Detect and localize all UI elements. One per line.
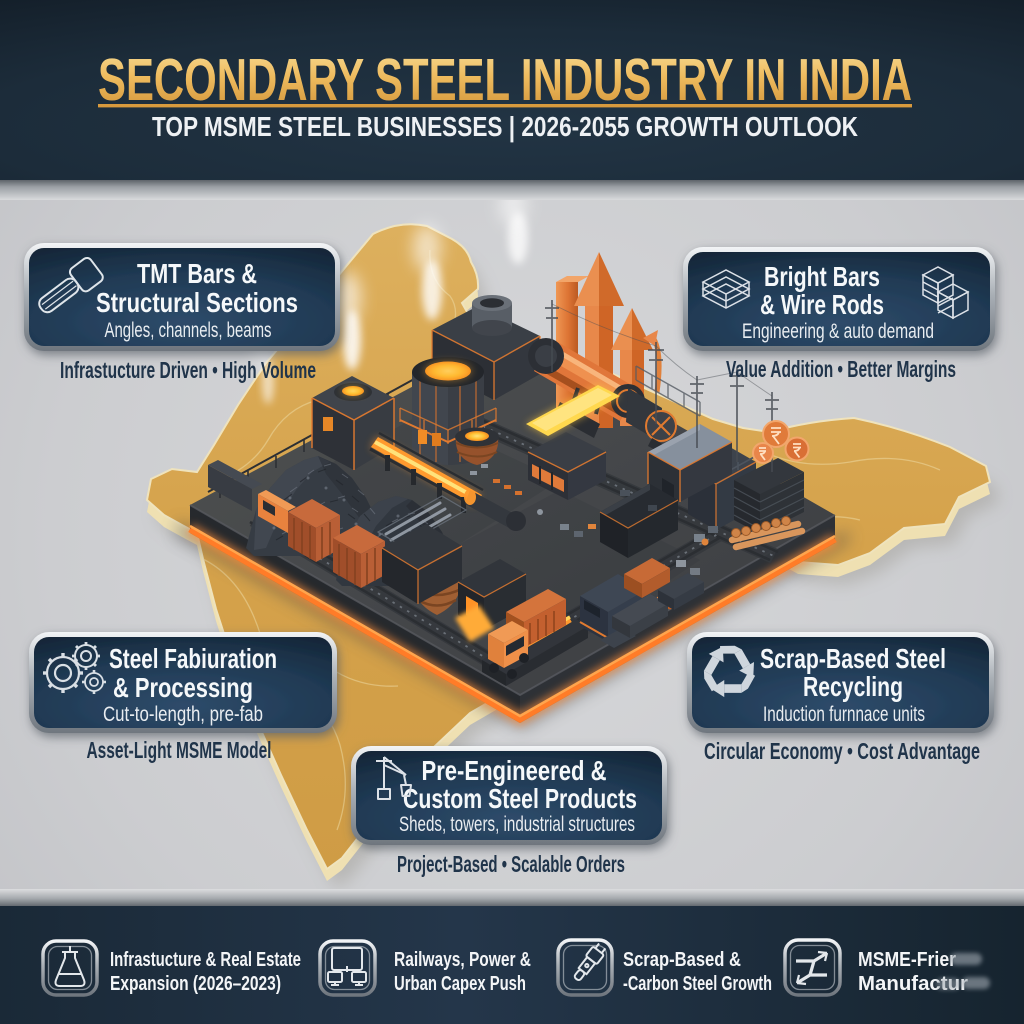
svg-text:TOP MSME STEEL BUSINESSES | 20: TOP MSME STEEL BUSINESSES | 2026-2055 GR… <box>152 111 858 142</box>
svg-text:Railways, Power &: Railways, Power & <box>394 949 531 971</box>
svg-text:& Processing: & Processing <box>113 672 253 703</box>
svg-text:Circular Economy • Cost Advant: Circular Economy • Cost Advantage <box>704 738 980 764</box>
svg-text:Infrastucture & Real Estate: Infrastucture & Real Estate <box>110 949 301 971</box>
svg-text:Infrastucture Driven • High Vo: Infrastucture Driven • High Volume <box>60 357 316 383</box>
svg-text:Project-Based • Scalable Order: Project-Based • Scalable Orders <box>397 851 625 877</box>
svg-text:Scrap-Based Steel: Scrap-Based Steel <box>760 643 946 674</box>
svg-text:SECONDARY STEEL INDUSTRY IN IN: SECONDARY STEEL INDUSTRY IN INDIA <box>98 47 912 113</box>
svg-text:Custom Steel Products: Custom Steel Products <box>403 783 637 814</box>
svg-text:Value Addition • Better Margin: Value Addition • Better Margins <box>726 356 956 382</box>
svg-text:& Wire Rods: & Wire Rods <box>760 289 884 320</box>
svg-text:Pre-Engineered &: Pre-Engineered & <box>422 755 607 786</box>
svg-text:Scrap-Based &: Scrap-Based & <box>623 949 741 971</box>
svg-text:Expansion (2026–2023): Expansion (2026–2023) <box>110 973 281 995</box>
svg-text:MSME-Frier: MSME-Frier <box>858 949 956 971</box>
svg-text:-Carbon Steel Growth: -Carbon Steel Growth <box>623 973 772 995</box>
svg-text:Angles, channels, beams: Angles, channels, beams <box>105 319 272 342</box>
svg-text:Bright Bars: Bright Bars <box>764 261 880 292</box>
svg-text:Sheds, towers, industrial stru: Sheds, towers, industrial structures <box>399 813 635 836</box>
svg-text:Cut-to-length, pre-fab: Cut-to-length, pre-fab <box>103 703 263 726</box>
svg-text:TMT Bars &: TMT Bars & <box>137 258 257 289</box>
svg-text:Induction furnnace units: Induction furnnace units <box>763 703 925 726</box>
svg-text:Steel Fabiuration: Steel Fabiuration <box>109 643 277 674</box>
svg-text:Structural Sections: Structural Sections <box>96 287 298 318</box>
svg-text:Engineering & auto demand: Engineering & auto demand <box>742 320 934 343</box>
svg-text:Asset-Light MSME Model: Asset-Light MSME Model <box>87 737 272 763</box>
svg-text:Urban Capex Push: Urban Capex Push <box>394 973 526 995</box>
svg-text:Recycling: Recycling <box>803 671 903 702</box>
